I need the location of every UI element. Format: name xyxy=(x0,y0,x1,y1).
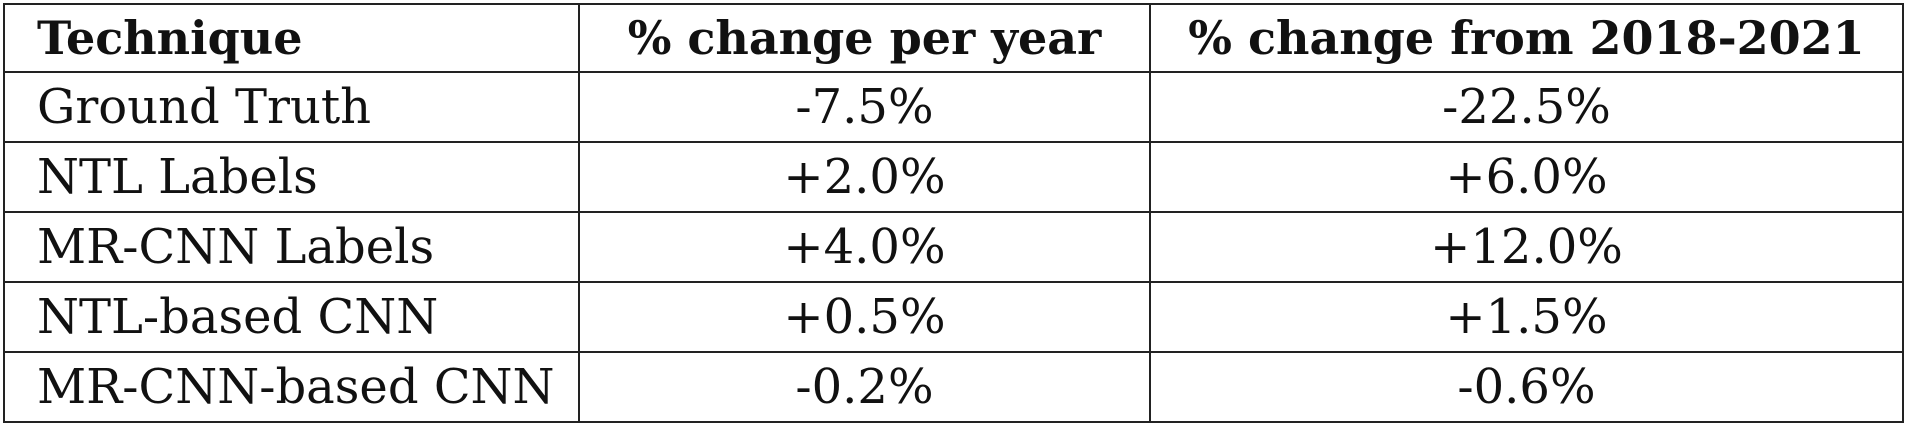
results-table: Technique % change per year % change fro… xyxy=(3,3,1904,423)
header-row: Technique % change per year % change fro… xyxy=(3,3,1904,73)
per-year-cell: +0.5% xyxy=(578,281,1151,353)
technique-cell: Ground Truth xyxy=(3,71,580,143)
per-year-cell: -0.2% xyxy=(578,351,1151,423)
table-row: MR-CNN-based CNN -0.2% -0.6% xyxy=(3,351,1904,423)
table-row: Ground Truth -7.5% -22.5% xyxy=(3,71,1904,143)
total-change-cell: +12.0% xyxy=(1149,211,1904,283)
table-row: NTL-based CNN +0.5% +1.5% xyxy=(3,281,1904,353)
header-change-per-year: % change per year xyxy=(578,3,1151,73)
total-change-cell: +6.0% xyxy=(1149,141,1904,213)
header-change-2018-2021: % change from 2018-2021 xyxy=(1149,3,1904,73)
total-change-cell: -0.6% xyxy=(1149,351,1904,423)
table-row: NTL Labels +2.0% +6.0% xyxy=(3,141,1904,213)
technique-cell: MR-CNN-based CNN xyxy=(3,351,580,423)
table-row: MR-CNN Labels +4.0% +12.0% xyxy=(3,211,1904,283)
technique-cell: NTL Labels xyxy=(3,141,580,213)
total-change-cell: +1.5% xyxy=(1149,281,1904,353)
per-year-cell: +2.0% xyxy=(578,141,1151,213)
per-year-cell: -7.5% xyxy=(578,71,1151,143)
header-technique: Technique xyxy=(3,3,580,73)
total-change-cell: -22.5% xyxy=(1149,71,1904,143)
technique-cell: MR-CNN Labels xyxy=(3,211,580,283)
per-year-cell: +4.0% xyxy=(578,211,1151,283)
technique-cell: NTL-based CNN xyxy=(3,281,580,353)
